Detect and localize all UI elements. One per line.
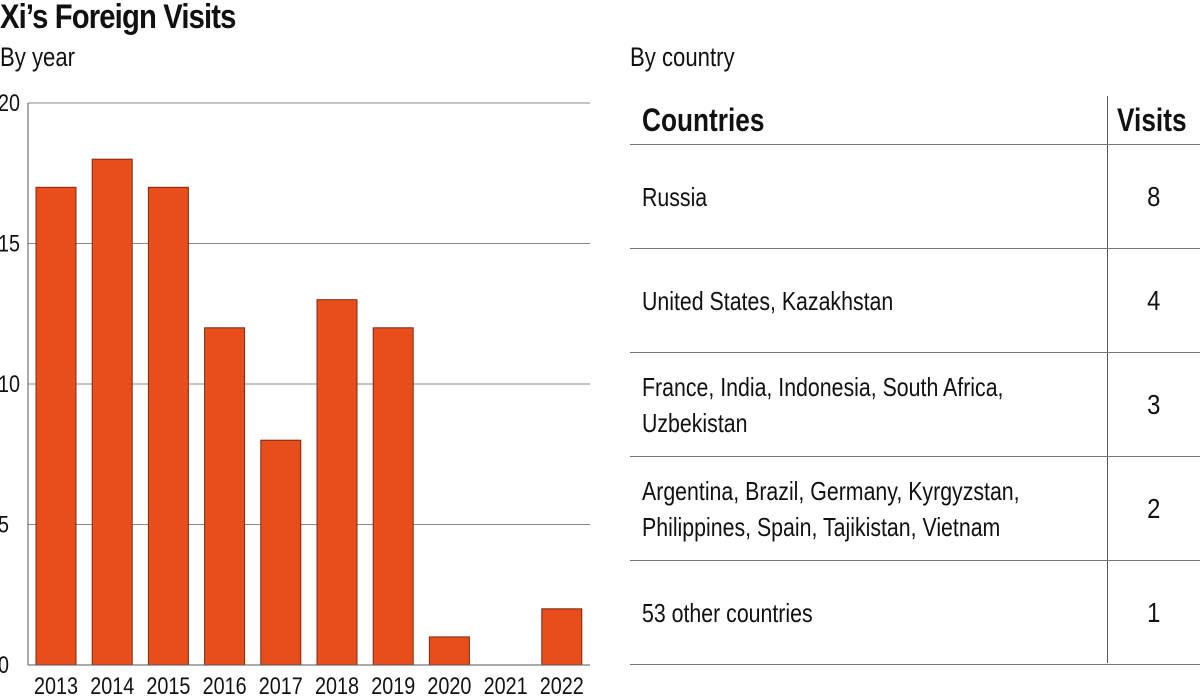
- visits-table: Countries Visits Russia 8 United States,…: [630, 96, 1200, 665]
- bar-2013: [35, 186, 77, 666]
- x-tick-label: 2014: [90, 673, 134, 698]
- column-divider: [1107, 96, 1108, 663]
- row-countries: Russia: [642, 181, 708, 212]
- table-row: Russia 8: [630, 145, 1200, 249]
- table-row: 53 other countries 1: [630, 561, 1200, 665]
- x-tick-label: 2022: [540, 673, 584, 698]
- table-row: France, India, Indonesia, South Africa, …: [630, 353, 1200, 457]
- row-visits: 4: [1146, 284, 1161, 316]
- row-countries: France, India, Indonesia, South Africa, …: [642, 371, 1004, 438]
- row-visits: 3: [1146, 388, 1161, 420]
- x-tick-label: 2021: [484, 673, 528, 698]
- table-header: Countries Visits: [630, 96, 1200, 145]
- x-tick-label: 2016: [203, 673, 247, 698]
- x-tick-label: 2017: [259, 673, 303, 698]
- y-tick-label: 15: [0, 231, 20, 258]
- row-visits: 2: [1146, 492, 1161, 524]
- x-tick-label: 2020: [427, 673, 471, 698]
- row-countries: Argentina, Brazil, Germany, Kyrgyzstan, …: [642, 475, 1020, 542]
- row-countries: 53 other countries: [642, 597, 813, 628]
- bar-2018: [316, 299, 358, 666]
- y-tick-label: 20: [0, 90, 20, 117]
- page-title: Xi’s Foreign Visits: [0, 0, 236, 36]
- bar-2014: [91, 158, 133, 666]
- x-tick-label: 2013: [34, 673, 78, 698]
- row-visits: 8: [1146, 180, 1161, 212]
- bar-2017: [260, 439, 302, 666]
- row-visits: 1: [1146, 596, 1161, 628]
- bar-2022: [541, 608, 583, 666]
- bar-2019: [372, 327, 414, 666]
- table-subtitle: By country: [630, 42, 735, 72]
- x-tick-label: 2018: [315, 673, 359, 698]
- bar-chart: 0 5 10 15 20 2013 2014 2015 2016 2017 2018 2019 2020…: [0, 90, 590, 698]
- row-countries: United States, Kazakhstan: [642, 285, 894, 316]
- header-countries: Countries: [642, 102, 765, 138]
- bar-2016: [204, 327, 246, 666]
- x-tick-label: 2015: [146, 673, 190, 698]
- bar-2020: [428, 636, 470, 666]
- y-tick-label: 0: [0, 652, 9, 679]
- bar-2015: [147, 186, 189, 666]
- y-tick-label: 10: [0, 371, 20, 398]
- table-row: United States, Kazakhstan 4: [630, 249, 1200, 353]
- table-row: Argentina, Brazil, Germany, Kyrgyzstan, …: [630, 457, 1200, 561]
- chart-subtitle: By year: [0, 42, 76, 72]
- x-tick-label: 2019: [371, 673, 415, 698]
- y-tick-label: 5: [0, 512, 9, 539]
- header-visits: Visits: [1117, 102, 1187, 138]
